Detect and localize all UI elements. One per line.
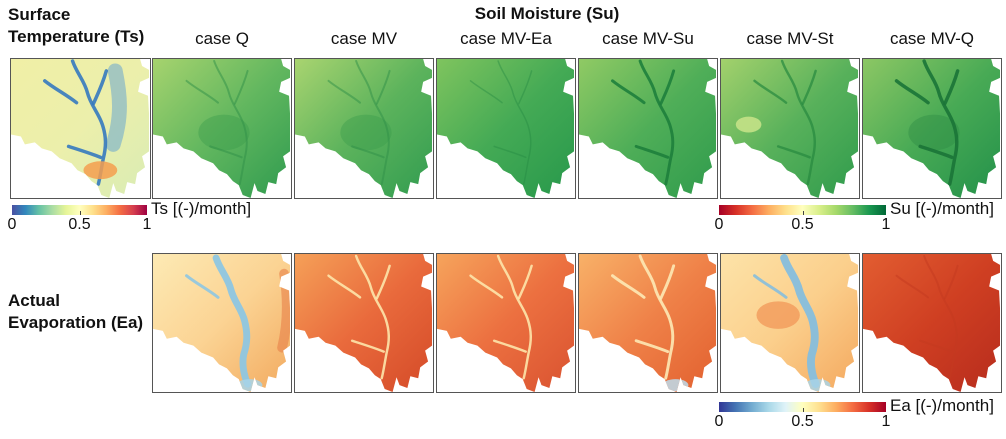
column-label-case-mv-st: case MV-St [746,29,834,48]
map-panel-ea-case-mv-st [720,253,860,393]
map-svg [579,59,717,198]
map-panel-ea-case-mv-ea [436,253,576,393]
ts-colorbar [12,205,147,215]
map-panel-su-case-mv-q [862,58,1002,199]
row2-title-line2: Evaporation (Ea) [8,313,144,332]
map-svg [11,59,150,198]
map-svg [295,59,433,198]
row2-title-line1: Actual [8,291,60,310]
group-title: Soil Moisture (Su) [474,4,620,23]
ea-tick-0: 0 [714,413,724,430]
row1-title-line1: Surface [8,5,71,24]
su-colorbar-label: Su [(-)/month] [890,199,994,218]
ts-colorbar-ticks: 0 0.5 1 [8,216,152,236]
map-svg [721,59,859,198]
map-svg [863,59,1001,198]
ts-tick-0: 0 [7,216,17,233]
ts-tick-0.5: 0.5 [68,216,91,233]
map-svg [295,254,433,392]
map-panel-su-case-q [152,58,292,199]
column-label-case-mv: case MV [330,29,398,48]
column-label-case-q: case Q [195,29,249,48]
ea-colorbar [719,402,886,412]
ts-colorbar-label: Ts [(-)/month] [151,199,252,218]
map-panel-ea-case-mv-q [862,253,1002,393]
row1-title: Surface Temperature (Ts) [8,4,144,48]
map-svg [437,254,575,392]
map-panel-ts [10,58,151,199]
map-panel-su-case-mv-ea [436,58,576,199]
map-svg [437,59,575,198]
ea-colorbar-label: Ea [(-)/month] [890,396,994,415]
row2-title: Actual Evaporation (Ea) [8,290,143,334]
column-label-case-mv-ea: case MV-Ea [460,29,552,48]
map-svg [721,254,859,392]
row1-title-line2: Temperature (Ts) [8,27,145,46]
column-label-case-mv-q: case MV-Q [889,29,975,48]
map-svg [863,254,1001,392]
su-tick-0: 0 [714,216,724,233]
su-tick-0.5: 0.5 [791,216,814,233]
map-panel-ea-case-q [152,253,292,393]
ea-tick-1: 1 [881,413,891,430]
map-svg [153,254,291,392]
map-svg [579,254,717,392]
map-panel-ea-case-mv-su [578,253,718,393]
su-tick-1: 1 [881,216,891,233]
map-svg [153,59,291,198]
ea-tick-0.5: 0.5 [791,413,814,430]
map-panel-su-case-mv-st [720,58,860,199]
map-panel-su-case-mv [294,58,434,199]
su-colorbar [719,205,886,215]
ts-tick-1: 1 [142,216,152,233]
su-colorbar-ticks: 0 0.5 1 [715,216,891,236]
ea-colorbar-ticks: 0 0.5 1 [715,413,891,433]
column-label-case-mv-su: case MV-Su [602,29,694,48]
map-panel-ea-case-mv [294,253,434,393]
map-panel-su-case-mv-su [578,58,718,199]
